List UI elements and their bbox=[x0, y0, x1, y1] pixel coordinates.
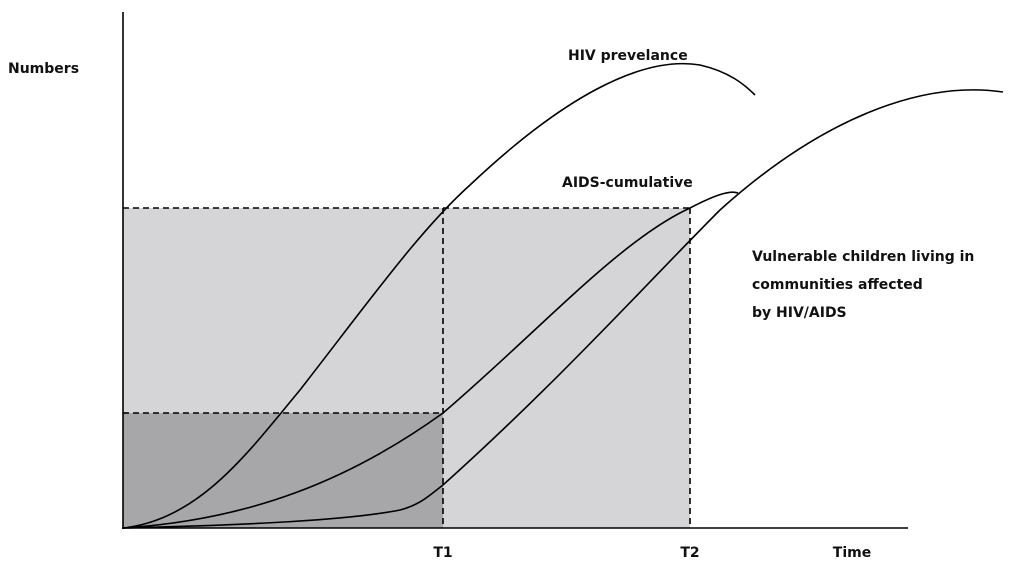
marker-label: T2 bbox=[680, 545, 699, 561]
curve-label: communities affected bbox=[752, 277, 923, 293]
hiv-curve bbox=[122, 62, 756, 529]
curve-label: AIDS-cumulative bbox=[562, 175, 693, 191]
curve-label: by HIV/AIDS bbox=[752, 305, 847, 321]
y-axis-label: Numbers bbox=[8, 61, 79, 77]
curve-label: HIV prevelance bbox=[568, 48, 688, 64]
x-axis-label: Time bbox=[833, 545, 871, 561]
curve-label: Vulnerable children living in bbox=[752, 249, 974, 265]
children-curve bbox=[122, 89, 1004, 529]
region-t1 bbox=[123, 413, 443, 528]
marker-label: T1 bbox=[433, 545, 452, 561]
aids-curve bbox=[122, 191, 739, 529]
